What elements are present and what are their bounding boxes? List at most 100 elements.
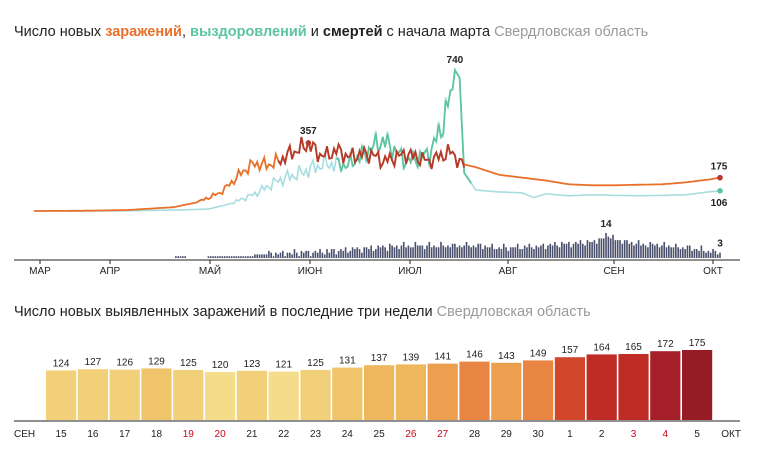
death-bar [665,247,668,258]
deaths-word: смертей [322,24,383,40]
death-bar [633,245,635,258]
death-bar [677,247,679,258]
title-sep1: , [181,24,191,40]
death-bar [302,252,305,258]
x-tick-label: ИЮН [298,266,323,277]
death-bar [233,256,235,258]
death-bar [284,256,286,258]
death-bar [342,250,345,258]
category-label: 21 [246,429,258,440]
death-bar [379,247,382,258]
bar-value-label: 139 [403,352,420,363]
death-bar [577,243,579,258]
death-bar [595,243,598,258]
bar [523,360,554,420]
region-label: Свердловская область [494,24,649,40]
death-bar [426,245,428,258]
death-bar [640,245,642,258]
death-bar [561,241,563,258]
death-bar [554,241,556,258]
bar [554,357,585,420]
death-bar [326,249,328,258]
x-tick-label: ОКТ [703,266,723,277]
bar [395,364,426,420]
death-bar [600,238,603,258]
annotation-dot [305,140,312,146]
death-bar [507,250,510,258]
death-bar [540,245,542,258]
death-bar [409,247,412,258]
death-bar [681,247,684,258]
death-bar [688,245,691,258]
death-bar [533,249,535,258]
death-bar [649,241,652,258]
death-bar [568,241,570,258]
death-bar [447,245,449,258]
death-bar [582,243,584,258]
bar [586,354,617,420]
bar-value-label: 165 [625,342,642,353]
bar [236,370,267,420]
death-bar [319,249,321,258]
death-bar [654,245,656,258]
death-bar [349,250,352,258]
death-bar [619,240,621,258]
bar [618,354,649,420]
death-bar [521,249,524,258]
death-bar [398,249,400,258]
deaths-bars [175,233,721,258]
death-bar [293,249,296,258]
death-bar [337,250,340,258]
death-bar [637,240,640,258]
death-bar [277,254,279,258]
death-bar [279,252,282,258]
death-bar [230,256,233,258]
death-bar [254,254,256,258]
death-bar [340,249,342,258]
death-bar [623,240,626,258]
death-bar [347,252,349,258]
death-bar [275,252,277,258]
death-bar [356,247,359,258]
bar-value-label: 157 [562,345,579,356]
death-bar [512,247,514,258]
death-bar [493,249,496,258]
death-bar [207,256,210,258]
death-bar [265,254,268,258]
death-bar [488,247,491,258]
death-bar [468,245,470,258]
death-bar [368,249,370,258]
category-label: 23 [310,429,322,440]
death-bar [535,245,538,258]
death-bar [214,256,217,258]
death-bar [449,247,452,258]
annotation-label: 14 [600,219,612,230]
x-tick-label: АПР [100,266,121,277]
death-bar [544,249,547,258]
death-bar [523,245,526,258]
title-suffix: с начала марта [382,24,491,40]
category-label: 20 [215,429,227,440]
annotation-label: 357 [300,126,317,137]
death-bar [272,256,275,258]
bar-value-label: 127 [85,357,102,368]
bottom-chart-title: Число новых выявленных заражений в после… [14,304,591,320]
bottom-region-label: Свердловская область [436,304,591,320]
bar [205,372,236,420]
death-bar [244,256,247,258]
death-bar [628,243,631,258]
bar-value-label: 175 [689,338,706,349]
death-bar [286,252,289,258]
category-label: 27 [437,429,449,440]
end-month-label: ОКТ [721,429,741,440]
category-label: 17 [119,429,131,440]
death-bar [307,250,310,258]
death-bar [228,256,231,258]
death-bar [565,243,568,258]
death-bar [428,241,431,258]
bar [268,371,299,420]
death-bar [502,243,505,258]
death-bar [370,245,372,258]
death-bar [686,245,689,258]
death-bar [221,256,224,258]
